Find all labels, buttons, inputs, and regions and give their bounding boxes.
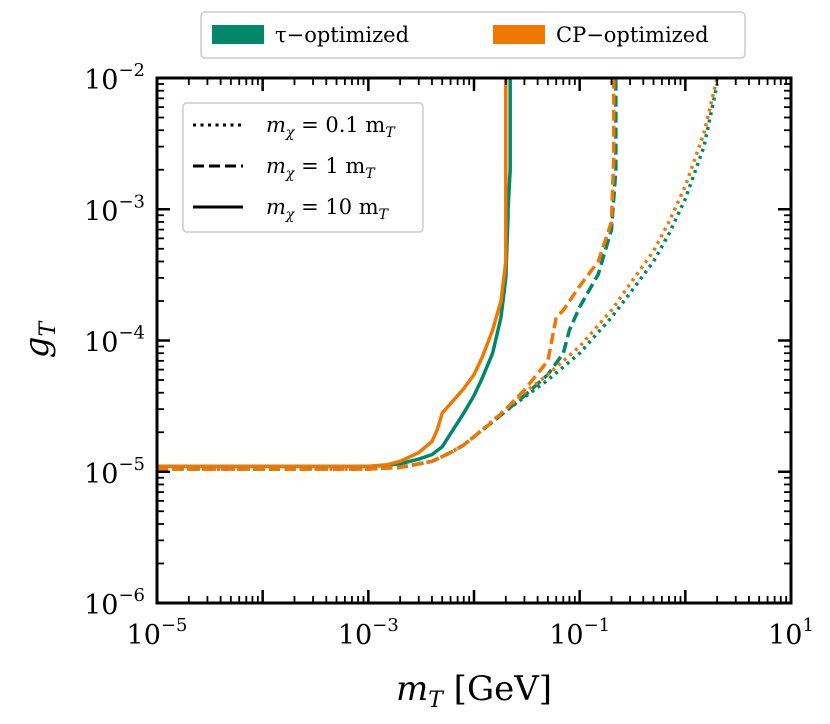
y-axis-label: gT xyxy=(17,319,61,358)
legend-swatch-tau xyxy=(212,25,264,44)
y-tick-label: 10−6 xyxy=(84,585,145,621)
legend-label-cp: CP−optimized xyxy=(556,23,709,47)
series-layer xyxy=(157,78,719,471)
x-tick-label: 10−1 xyxy=(549,615,610,651)
x-tick-label: 10−5 xyxy=(127,615,188,651)
legend-label-dashed: mχ = 1 mT xyxy=(266,154,376,182)
legend-label-tau: τ−optimized xyxy=(275,23,409,47)
color-legend: τ−optimized CP−optimized xyxy=(200,11,746,59)
y-tick-label: 10−5 xyxy=(84,454,145,490)
y-tick-label: 10−4 xyxy=(84,323,145,359)
series-line-3 xyxy=(157,78,616,471)
y-tick-label: 10−2 xyxy=(84,60,145,96)
legend-label-solid: mχ = 10 mT xyxy=(266,195,390,223)
legend-swatch-cp xyxy=(493,25,545,44)
y-tick-label: 10−3 xyxy=(84,191,145,227)
x-tick-label: 10−3 xyxy=(338,615,399,651)
x-axis-label: mT [GeV] xyxy=(396,669,552,713)
series-line-5 xyxy=(157,78,719,471)
x-tick-label: 101 xyxy=(768,615,814,651)
plot-frame xyxy=(155,76,793,605)
legend-label-dotted: mχ = 0.1 mT xyxy=(266,113,396,141)
style-legend: mχ = 0.1 mT mχ = 1 mT mχ = 10 mT xyxy=(182,102,424,233)
series-line-1 xyxy=(157,78,508,469)
